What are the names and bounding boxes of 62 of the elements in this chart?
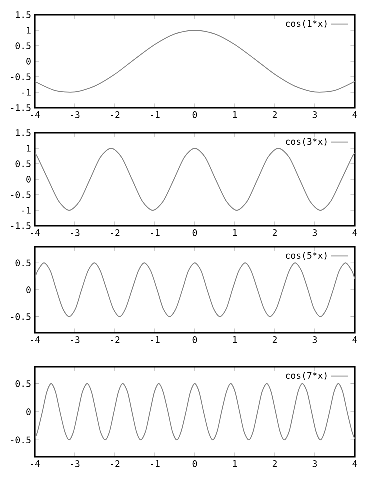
y-tick-label: 0 — [26, 408, 31, 416]
x-tick-label: -2 — [111, 112, 120, 118]
y-tick-label: -0.5 — [11, 192, 31, 198]
legend-label: cos(7*x) — [286, 372, 327, 380]
y-tick-label: 1 — [27, 145, 31, 152]
y-tick-label: 0.5 — [16, 380, 31, 388]
x-tick-label: -4 — [31, 230, 40, 236]
x-tick-label: 1 — [233, 112, 238, 118]
y-tick-label: -1 — [22, 89, 31, 96]
x-tick-label: 2 — [272, 460, 277, 468]
x-tick-label: -3 — [71, 112, 80, 118]
line-series — [35, 30, 355, 93]
x-tick-label: 2 — [272, 336, 277, 344]
x-tick-label: -4 — [31, 460, 40, 468]
y-tick-label: 1.5 — [16, 130, 31, 136]
y-tick-label: -1.5 — [11, 104, 31, 112]
x-tick-label: -2 — [111, 230, 120, 236]
y-tick-label: 1.5 — [16, 12, 31, 18]
x-tick-label: -1 — [151, 336, 160, 344]
x-tick-label: 1 — [233, 230, 238, 236]
y-tick-label: -0.5 — [11, 313, 31, 320]
y-tick-label: -0.5 — [11, 74, 31, 80]
x-tick-label: -3 — [71, 460, 80, 468]
y-tick-label: 0 — [26, 286, 31, 294]
x-tick-label: 3 — [312, 230, 318, 236]
line-series — [35, 148, 355, 211]
y-tick-label: -1.5 — [11, 222, 31, 230]
x-tick-label: 4 — [352, 336, 358, 344]
x-tick-label: 3 — [312, 336, 318, 344]
y-tick-label: 1 — [27, 27, 31, 34]
y-tick-label: 0 — [26, 58, 31, 65]
x-tick-label: 1 — [233, 336, 238, 344]
y-tick-label: 0 — [26, 176, 31, 183]
y-tick-label: -1 — [22, 207, 31, 214]
x-tick-label: 0 — [192, 112, 198, 118]
x-tick-label: 0 — [192, 230, 198, 236]
x-tick-label: 1 — [233, 460, 238, 468]
x-tick-label: -4 — [31, 336, 40, 344]
x-tick-label: 4 — [352, 460, 358, 468]
x-tick-label: 0 — [192, 336, 198, 344]
y-tick-label: 0.5 — [16, 42, 31, 50]
x-tick-label: -1 — [151, 112, 160, 118]
x-tick-label: -4 — [31, 112, 40, 118]
x-tick-label: 4 — [352, 112, 358, 118]
x-tick-label: -1 — [151, 230, 160, 236]
x-tick-label: -1 — [151, 460, 160, 468]
x-tick-label: 2 — [272, 112, 277, 118]
x-tick-label: 2 — [272, 230, 277, 236]
x-tick-label: 0 — [192, 460, 198, 468]
x-tick-label: 4 — [352, 230, 358, 236]
x-tick-label: -2 — [111, 336, 120, 344]
y-tick-label: 0.5 — [16, 160, 31, 168]
y-tick-label: 0.5 — [16, 260, 31, 267]
y-tick-label: -0.5 — [11, 436, 31, 444]
x-tick-label: 3 — [312, 112, 318, 118]
legend-label: cos(3*x) — [286, 138, 327, 146]
legend-label: cos(5*x) — [286, 252, 327, 260]
x-tick-label: -3 — [71, 336, 80, 344]
x-tick-label: -3 — [71, 230, 80, 236]
x-tick-label: -2 — [111, 460, 120, 468]
x-tick-label: 3 — [312, 460, 318, 468]
legend-label: cos(1*x) — [286, 20, 327, 28]
